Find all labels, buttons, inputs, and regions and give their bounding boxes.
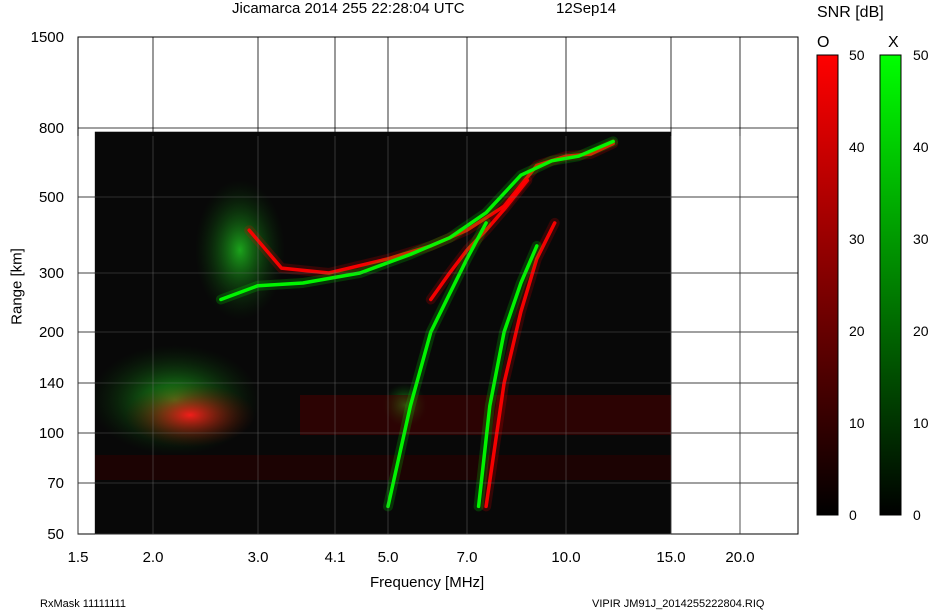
y-tick-label: 50 <box>47 526 64 543</box>
colorbar-o-tick: 50 <box>849 47 865 63</box>
colorbar-x <box>879 54 902 516</box>
colorbar-o-label: O <box>817 34 830 51</box>
x-tick-label: 10.0 <box>551 549 580 566</box>
colorbar-x-tick: 20 <box>913 323 929 339</box>
chart-date: 12Sep14 <box>556 0 617 17</box>
y-tick-label: 1500 <box>31 29 64 46</box>
x-tick-labels: 1.5 2.0 3.0 4.1 5.0 7.0 10.0 15.0 20.0 <box>68 549 755 566</box>
x-tick-label: 15.0 <box>656 549 685 566</box>
colorbar-o-tick: 40 <box>849 139 865 155</box>
y-tick-labels: 1500 800 500 300 200 140 100 70 50 <box>31 29 64 543</box>
colorbar-o-tick: 30 <box>849 231 865 247</box>
x-tick-label: 1.5 <box>68 549 89 566</box>
x-tick-label: 7.0 <box>457 549 478 566</box>
x-tick-label: 3.0 <box>248 549 269 566</box>
y-tick-label: 800 <box>39 120 64 137</box>
colorbar-tick-labels: 50 50 40 40 30 30 20 20 10 10 0 0 <box>849 47 929 523</box>
colorbar-x-tick: 10 <box>913 415 929 431</box>
x-tick-label: 20.0 <box>725 549 754 566</box>
colorbar-x-label: X <box>888 34 899 51</box>
chart-title: Jicamarca 2014 255 22:28:04 UTC <box>232 0 465 17</box>
x-tick-label: 2.0 <box>143 549 164 566</box>
x-tick-label: 4.1 <box>325 549 346 566</box>
filename-label: VIPIR JM91J_2014255222804.RIQ <box>592 598 765 610</box>
rxmask-label: RxMask 11111111 <box>40 598 127 610</box>
colorbar-x-tick: 50 <box>913 47 929 63</box>
red-base-echo <box>95 455 671 480</box>
y-tick-label: 500 <box>39 189 64 206</box>
ionogram-background-echoes <box>95 180 671 480</box>
colorbar-o-tick: 10 <box>849 415 865 431</box>
trace-o <box>484 221 557 509</box>
trace-x <box>386 221 488 509</box>
colorbar-o <box>816 54 839 516</box>
colorbar-x-tick: 0 <box>913 507 921 523</box>
y-tick-label: 200 <box>39 324 64 341</box>
colorbar-x-tick: 40 <box>913 139 929 155</box>
colorbar-o-tick: 20 <box>849 323 865 339</box>
grid-overlay <box>77 136 741 535</box>
y-tick-label: 300 <box>39 265 64 282</box>
red-band-echo <box>300 395 671 435</box>
colorbar-o-tick: 0 <box>849 507 857 523</box>
x-tick-label: 5.0 <box>378 549 399 566</box>
colorbar-x-tick: 30 <box>913 231 929 247</box>
low-red-echo <box>125 383 255 447</box>
y-tick-label: 100 <box>39 425 64 442</box>
colorbar-title: SNR [dB] <box>817 4 884 21</box>
y-tick-label: 140 <box>39 375 64 392</box>
y-tick-label: 70 <box>47 475 64 492</box>
x-axis-label: Frequency [MHz] <box>370 574 485 591</box>
trace-x <box>219 139 615 302</box>
